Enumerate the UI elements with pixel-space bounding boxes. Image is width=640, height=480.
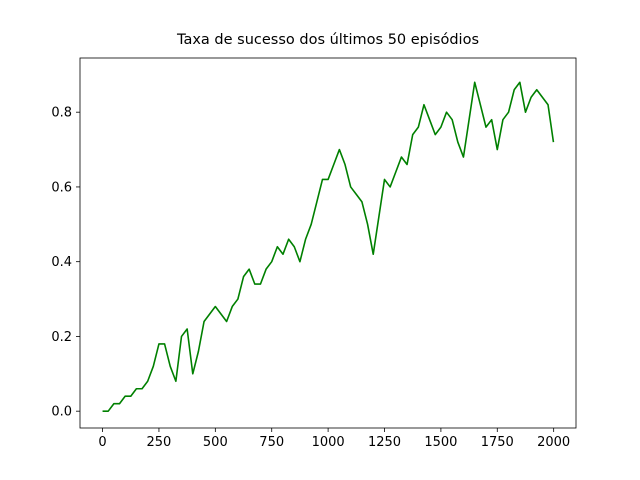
x-tick-label: 1500	[424, 435, 457, 450]
x-tick-label: 0	[98, 435, 106, 450]
y-tick-label: 0.0	[51, 405, 72, 420]
plot-frame	[79, 57, 577, 429]
y-tick-label: 0.2	[51, 330, 72, 345]
x-tick-label: 1750	[481, 435, 514, 450]
x-tick-label: 500	[203, 435, 228, 450]
x-tick-label: 750	[259, 435, 284, 450]
x-tick-label: 250	[147, 435, 172, 450]
series-line	[102, 81, 555, 412]
y-tick-label: 0.8	[51, 106, 72, 121]
x-tick-label: 2000	[537, 435, 570, 450]
x-tick-label: 1000	[312, 435, 345, 450]
y-tick-label: 0.6	[51, 180, 72, 195]
x-tick-label: 1250	[368, 435, 401, 450]
chart-title: Taxa de sucesso dos últimos 50 episódios	[176, 32, 479, 48]
y-tick-label: 0.4	[51, 255, 72, 270]
